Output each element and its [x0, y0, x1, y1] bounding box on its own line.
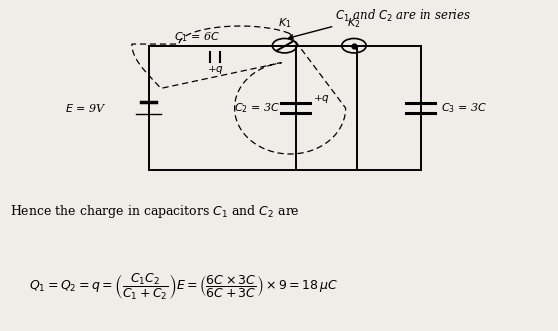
Text: Hence the charge in capacitors $C_1$ and $C_2$ are: Hence the charge in capacitors $C_1$ and…	[9, 203, 300, 220]
Text: $K_2$: $K_2$	[347, 17, 360, 30]
Text: $Q_1 = Q_2 = q = \left(\dfrac{C_1 C_2}{C_1 + C_2}\right)E = \left(\dfrac{6C \tim: $Q_1 = Q_2 = q = \left(\dfrac{C_1 C_2}{C…	[29, 272, 338, 302]
Text: +$q$: +$q$	[207, 64, 224, 76]
Text: $C_2$ = 3$C$: $C_2$ = 3$C$	[234, 101, 280, 115]
Text: +$q$: +$q$	[313, 93, 330, 105]
Text: $C_1$ and $C_2$ are in series: $C_1$ and $C_2$ are in series	[335, 8, 471, 24]
Text: $C_1$ = 6$C$: $C_1$ = 6$C$	[174, 30, 220, 44]
Text: $E$ = 9V: $E$ = 9V	[65, 102, 107, 114]
Text: $C_3$ = 3$C$: $C_3$ = 3$C$	[441, 101, 487, 115]
Text: $K_1$: $K_1$	[278, 17, 291, 30]
